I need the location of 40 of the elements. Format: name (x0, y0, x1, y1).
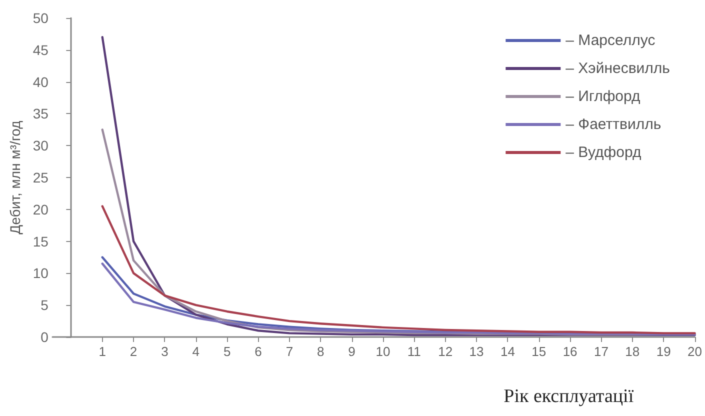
x-tick-label: 19 (656, 344, 671, 359)
x-tick-label: 10 (376, 344, 390, 359)
x-tick-label: 17 (594, 344, 608, 359)
y-tick-label: 40 (32, 74, 49, 90)
x-tick-label: 1 (98, 344, 106, 359)
x-tick-label: 7 (286, 344, 294, 359)
legend-label: – Фаеттвилль (566, 116, 662, 133)
legend-label: – Марселлус (566, 32, 656, 49)
x-tick-label: 13 (469, 344, 484, 359)
x-tick-label: 16 (562, 344, 578, 359)
y-tick-label: 30 (32, 138, 49, 154)
y-tick-label: 15 (32, 233, 49, 250)
legend-label: – Иглфорд (566, 88, 641, 105)
x-tick-label: 8 (317, 344, 324, 359)
x-tick-label: 20 (688, 344, 702, 359)
y-tick-label: 10 (32, 265, 49, 282)
legend-label: – Вудфорд (566, 144, 642, 161)
y-tick-label: 5 (40, 297, 49, 314)
y-tick-label: 0 (40, 329, 49, 345)
x-tick-label: 14 (500, 344, 515, 359)
line-series (101, 205, 696, 334)
x-tick-label: 6 (254, 344, 262, 359)
y-axis-title: Дебит, млн м³/год (7, 120, 23, 234)
x-tick-label: 9 (348, 344, 356, 359)
x-tick-label: 4 (192, 344, 200, 359)
x-tick-label: 5 (223, 344, 231, 359)
x-tick-label: 15 (532, 344, 546, 359)
x-axis-title: Рік експлуатації (504, 386, 634, 407)
y-tick-label: 50 (32, 10, 49, 26)
x-tick-label: 3 (161, 344, 168, 359)
y-tick-label: 35 (32, 106, 49, 122)
y-tick-label: 45 (32, 42, 49, 58)
x-tick-label: 12 (438, 344, 453, 359)
y-tick-label: 25 (32, 170, 49, 186)
x-tick-label: 11 (407, 344, 421, 359)
legend-label: – Хэйнесвилль (566, 60, 670, 77)
y-tick-label: 20 (32, 201, 49, 218)
x-tick-label: 2 (130, 344, 138, 359)
x-tick-label: 18 (625, 344, 640, 359)
line-series (101, 36, 696, 336)
